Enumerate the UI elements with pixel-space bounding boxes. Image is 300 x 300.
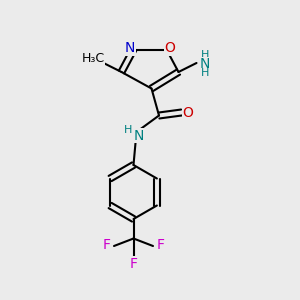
Text: O: O	[183, 106, 194, 119]
Text: H: H	[124, 124, 132, 135]
Text: F: F	[130, 257, 137, 271]
Text: N: N	[125, 41, 135, 55]
Text: H: H	[201, 50, 209, 61]
Text: O: O	[165, 41, 176, 55]
Text: H: H	[201, 68, 209, 79]
Text: F: F	[157, 238, 164, 252]
Text: N: N	[200, 58, 210, 71]
Text: N: N	[134, 129, 144, 142]
Text: H₃C: H₃C	[81, 52, 105, 65]
Text: F: F	[103, 238, 110, 252]
